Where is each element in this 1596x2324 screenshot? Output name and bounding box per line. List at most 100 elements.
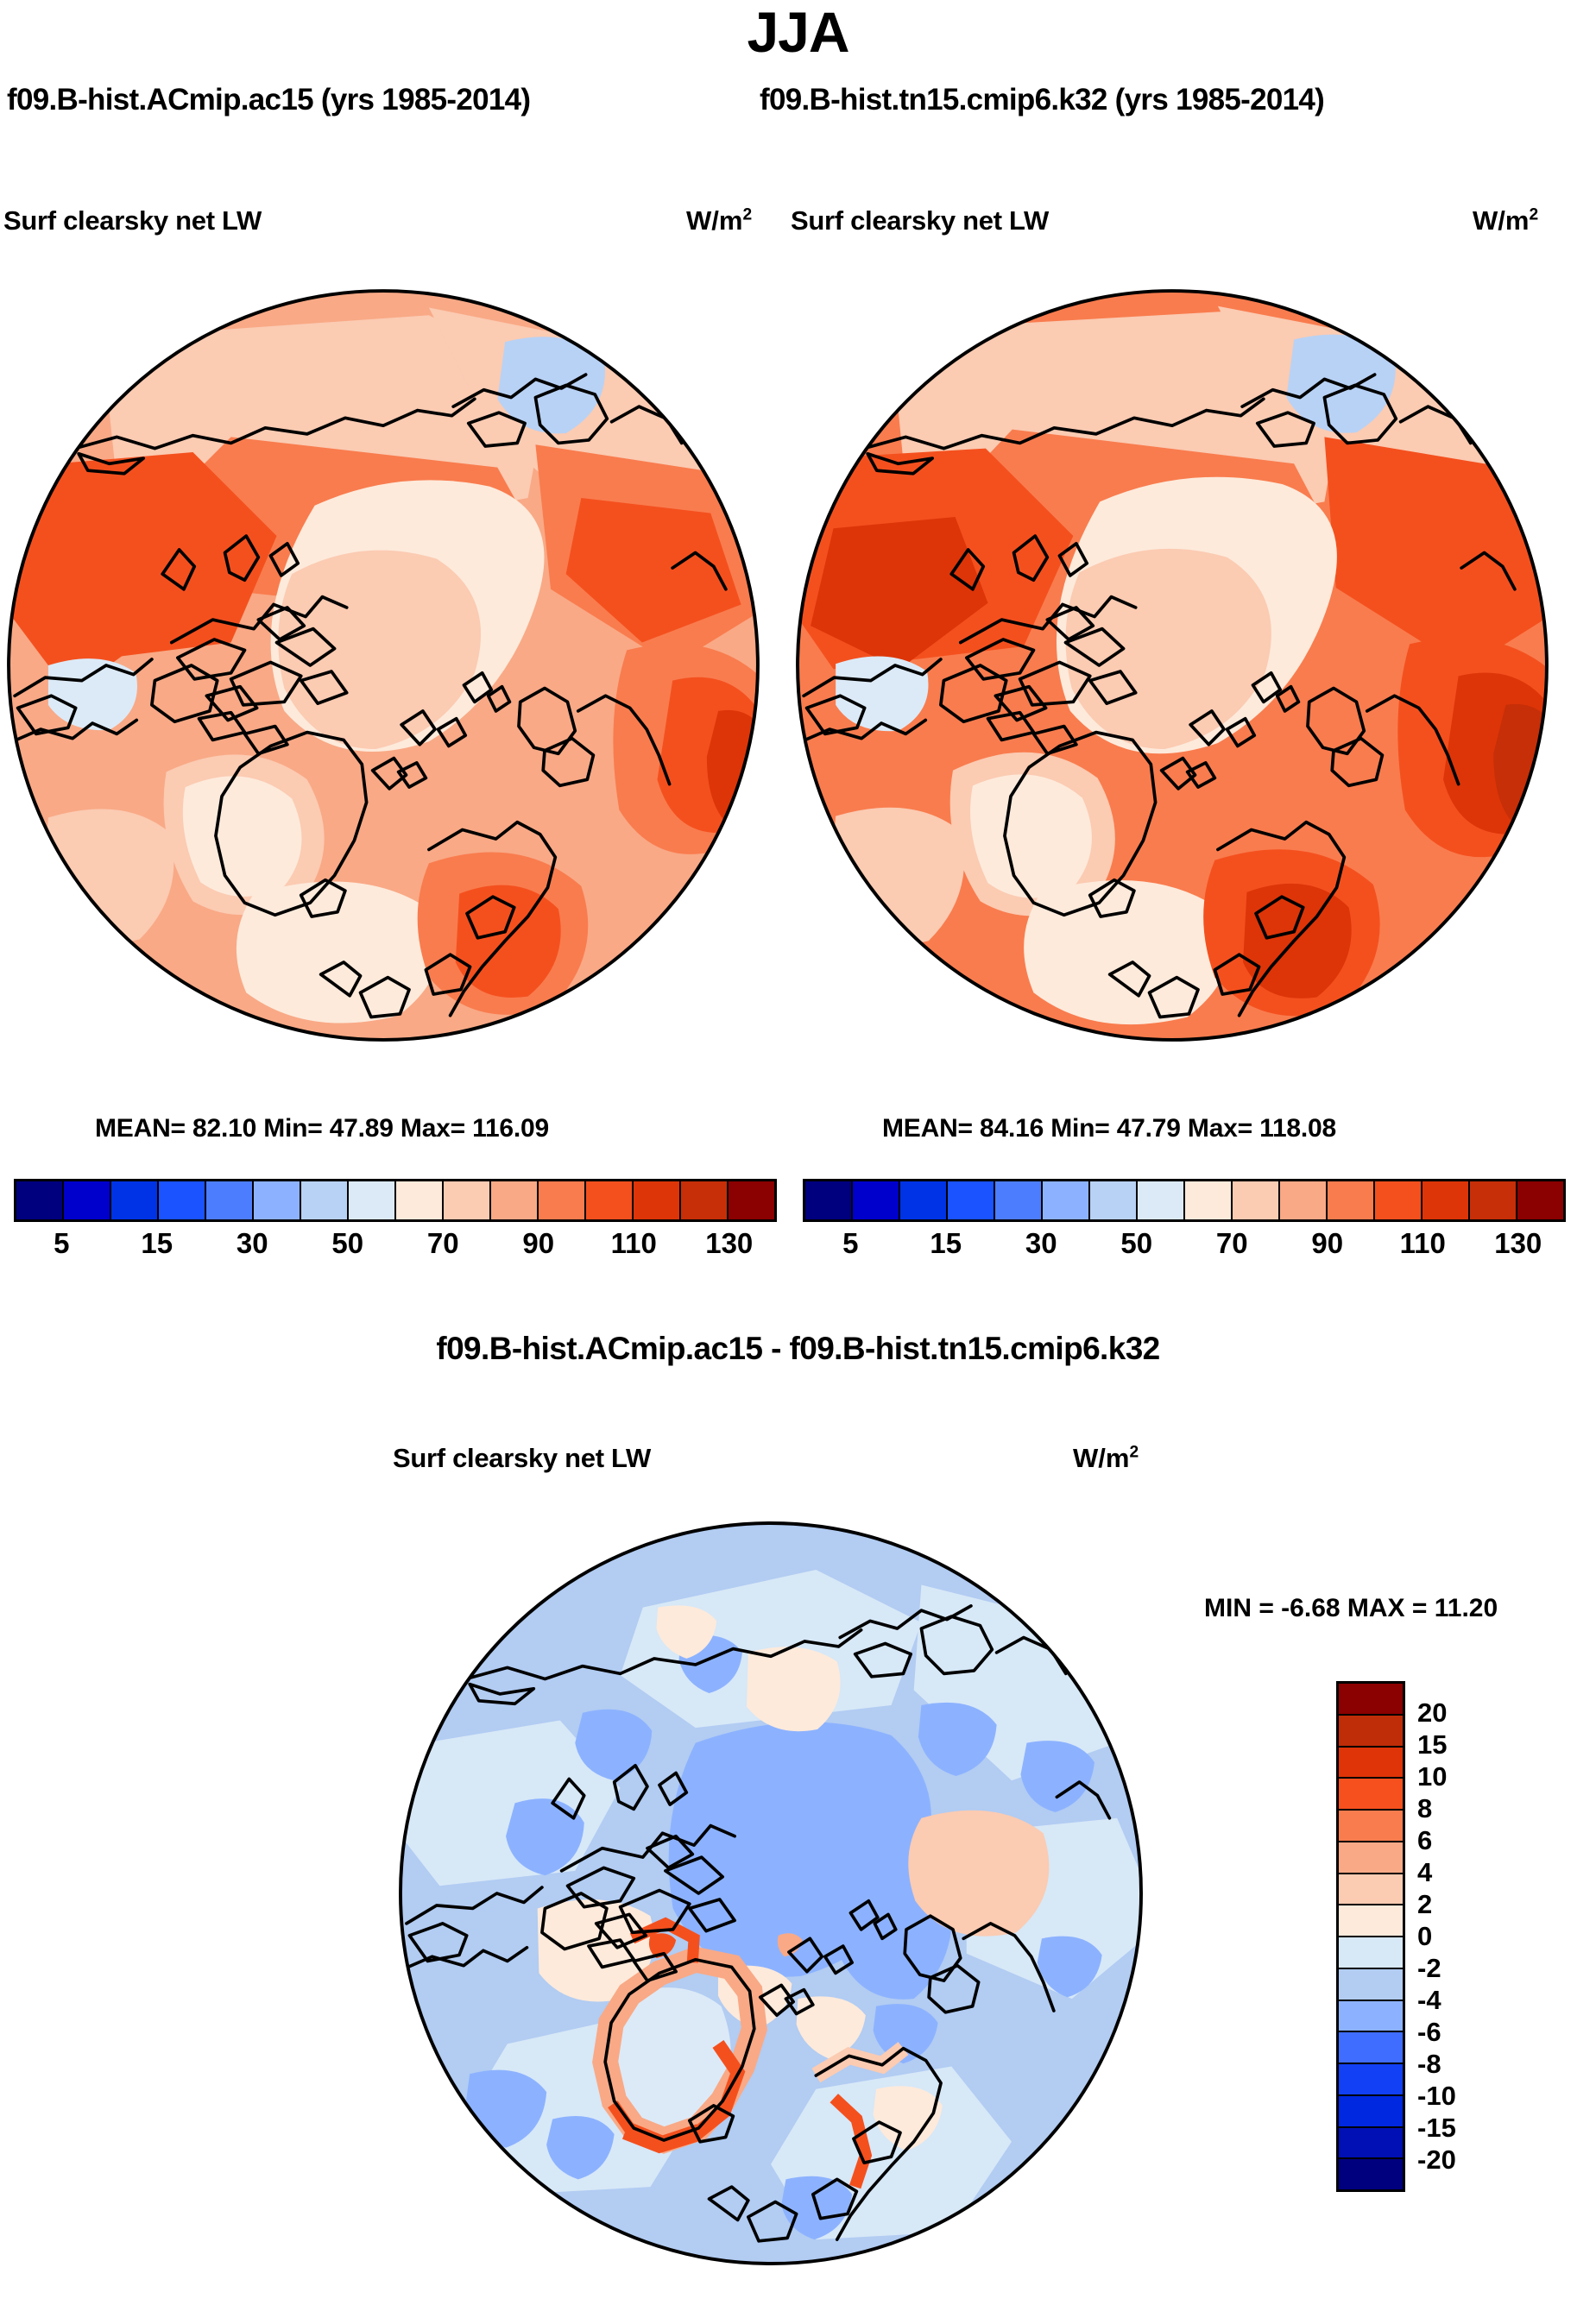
right-colorbar-segment (948, 1181, 995, 1219)
right-colorbar-segment (900, 1181, 948, 1219)
right-colorbar-segment (1185, 1181, 1233, 1219)
right-polar-map (792, 285, 1553, 1046)
left-colorbar-segment (301, 1181, 349, 1219)
difference-colorbar-segment (1339, 2095, 1403, 2128)
difference-colorbar-segment (1339, 1937, 1403, 1969)
left-colorbar-segment (681, 1181, 729, 1219)
difference-colorbar-tick: 2 (1417, 1889, 1433, 1919)
difference-colorbar-tick: 10 (1417, 1761, 1448, 1792)
right-case-title: f09.B-hist.tn15.cmip6.k32 (yrs 1985-2014… (760, 83, 1325, 117)
right-unit-text: W/m (1473, 205, 1530, 236)
difference-colorbar-tick: -15 (1417, 2113, 1456, 2143)
right-colorbar-tick: 70 (1215, 1227, 1248, 1259)
difference-variable-label: Surf clearsky net LW (393, 1443, 651, 1473)
left-colorbar-tick: 70 (426, 1227, 459, 1259)
difference-title: f09.B-hist.ACmip.ac15 - f09.B-hist.tn15.… (436, 1331, 1160, 1366)
difference-colorbar-segment (1339, 1684, 1403, 1716)
left-colorbar-tick: 50 (331, 1227, 364, 1259)
left-colorbar-segment (16, 1181, 64, 1219)
right-colorbar-segment (853, 1181, 900, 1219)
difference-colorbar-labels: 20 15 10 8 6 4 2 0 -2 -4 -6 -8 -10 -15 -20 (1417, 1681, 1555, 2192)
difference-colorbar-tick: -2 (1417, 1953, 1441, 1983)
right-colorbar (803, 1179, 1566, 1222)
difference-colorbar-segment (1339, 1747, 1403, 1779)
difference-colorbar-tick: -8 (1417, 2049, 1441, 2079)
difference-colorbar-segment (1339, 2064, 1403, 2096)
difference-colorbar-tick: -4 (1417, 1985, 1441, 2015)
difference-colorbar-tick: 0 (1417, 1921, 1433, 1951)
left-colorbar-segment (111, 1181, 159, 1219)
right-map-svg (796, 289, 1549, 1042)
right-colorbar-segment (1090, 1181, 1138, 1219)
right-colorbar-segment (1280, 1181, 1328, 1219)
difference-colorbar-segment (1339, 1874, 1403, 1906)
left-colorbar-labels: 5 15 30 50 70 90 110 130 (14, 1227, 777, 1267)
left-unit-text: W/m (686, 205, 743, 236)
difference-colorbar-segment (1339, 2032, 1403, 2064)
difference-unit-label: W/m2 (1073, 1443, 1139, 1474)
right-colorbar-segment (1043, 1181, 1090, 1219)
right-map-contours (798, 291, 1547, 1040)
difference-colorbar-segment (1339, 1715, 1403, 1748)
right-colorbar-tick: 130 (1494, 1227, 1542, 1259)
difference-colorbar-segment (1339, 1968, 1403, 2001)
left-colorbar-tick: 130 (705, 1227, 754, 1259)
difference-polar-map (394, 1517, 1147, 2270)
left-colorbar (14, 1179, 777, 1222)
left-colorbar-segment (206, 1181, 254, 1219)
right-colorbar-segment (1470, 1181, 1517, 1219)
left-colorbar-tick: 15 (141, 1227, 173, 1259)
right-colorbar-tick: 5 (842, 1227, 859, 1259)
right-colorbar-segment (995, 1181, 1043, 1219)
difference-map-svg (399, 1521, 1143, 2265)
left-colorbar-segment (586, 1181, 634, 1219)
left-colorbar-tick: 5 (54, 1227, 70, 1259)
left-colorbar-segment (729, 1181, 774, 1219)
left-colorbar-segment (539, 1181, 586, 1219)
left-map-border (7, 289, 760, 1042)
right-colorbar-tick: 110 (1399, 1227, 1446, 1259)
difference-colorbar-tick: 20 (1417, 1697, 1448, 1728)
left-colorbar-segment (64, 1181, 111, 1219)
left-map-svg (7, 289, 760, 1042)
right-colorbar-tick: 30 (1025, 1227, 1057, 1259)
right-unit-exponent: 2 (1529, 205, 1539, 224)
difference-unit-exponent: 2 (1129, 1443, 1139, 1462)
left-case-title: f09.B-hist.ACmip.ac15 (yrs 1985-2014) (7, 83, 531, 117)
left-colorbar-tick: 110 (610, 1227, 657, 1259)
left-colorbar-segment (254, 1181, 301, 1219)
difference-colorbar-tick: -6 (1417, 2017, 1441, 2047)
right-colorbar-segment (1375, 1181, 1423, 1219)
difference-colorbar-tick: 15 (1417, 1729, 1448, 1760)
right-colorbar-segment (1138, 1181, 1185, 1219)
difference-minmax: MIN = -6.68 MAX = 11.20 (1204, 1594, 1498, 1622)
left-colorbar-segment (159, 1181, 206, 1219)
left-colorbar-segment (634, 1181, 681, 1219)
left-colorbar-tick: 30 (236, 1227, 268, 1259)
right-colorbar-segment (1328, 1181, 1375, 1219)
left-unit-label: W/m2 (686, 205, 752, 236)
right-colorbar-tick: 50 (1120, 1227, 1153, 1259)
right-stats: MEAN= 84.16 Min= 47.79 Max= 118.08 (882, 1114, 1337, 1143)
difference-map-coastlines (400, 1604, 1112, 2243)
right-unit-label: W/m2 (1473, 205, 1538, 236)
left-unit-exponent: 2 (742, 205, 753, 224)
right-colorbar-tick: 90 (1311, 1227, 1344, 1259)
right-colorbar-segment (1423, 1181, 1470, 1219)
left-colorbar-segment (349, 1181, 396, 1219)
difference-colorbar-tick: -20 (1417, 2145, 1456, 2175)
difference-unit-text: W/m (1073, 1443, 1130, 1473)
difference-colorbar-segment (1339, 1842, 1403, 1874)
right-colorbar-segment (1233, 1181, 1280, 1219)
left-colorbar-segment (444, 1181, 491, 1219)
difference-colorbar-tick: 6 (1417, 1825, 1433, 1855)
right-colorbar-segment (1517, 1181, 1563, 1219)
difference-colorbar-tick: 8 (1417, 1793, 1433, 1823)
difference-colorbar-segment (1339, 1811, 1403, 1842)
right-colorbar-tick: 15 (930, 1227, 962, 1259)
difference-colorbar-segment (1339, 2127, 1403, 2160)
difference-map-contours (400, 1522, 1142, 2264)
difference-colorbar-segment (1339, 2000, 1403, 2033)
right-variable-label: Surf clearsky net LW (791, 205, 1049, 236)
